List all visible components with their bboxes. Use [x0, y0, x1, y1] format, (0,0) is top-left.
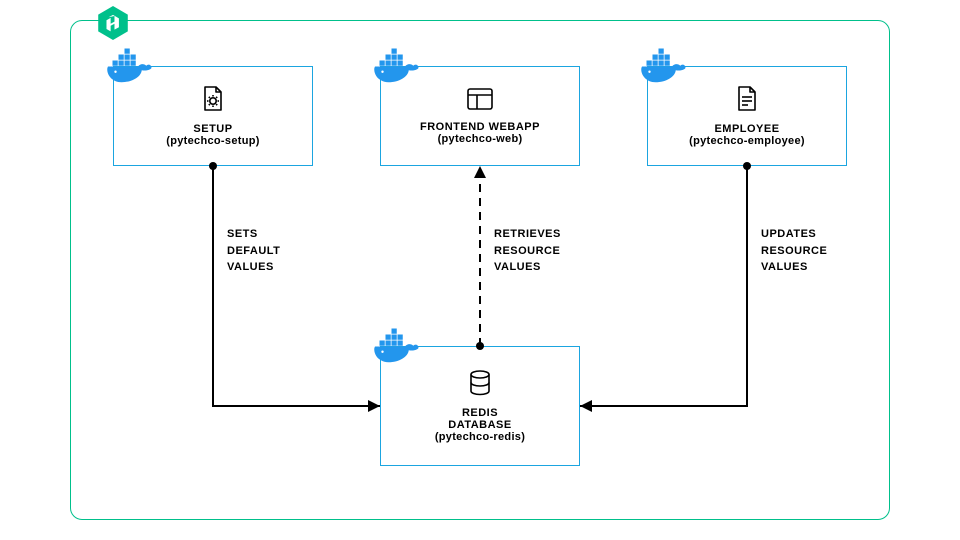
doc-lines-icon: [736, 86, 758, 117]
edge-label-retrieves: RETRIEVESRESOURCEVALUES: [494, 226, 561, 276]
docker-icon: [639, 46, 687, 89]
docker-icon: [372, 46, 420, 89]
database-icon: [469, 370, 491, 401]
node-setup-subtitle: (pytechco-setup): [166, 135, 259, 147]
node-employee-title: EMPLOYEE: [714, 123, 779, 135]
node-frontend-title: FRONTEND WEBAPP: [420, 121, 540, 133]
docker-icon: [105, 46, 153, 89]
edge-label-sets: SETSDEFAULTVALUES: [227, 226, 280, 276]
node-redis-title: REDIS: [462, 407, 498, 419]
doc-cog-icon: [202, 86, 224, 117]
node-employee-subtitle: (pytechco-employee): [689, 135, 805, 147]
edge-label-updates: UPDATESRESOURCEVALUES: [761, 226, 827, 276]
docker-icon: [372, 326, 420, 369]
diagram-stage: SETUP (pytechco-setup) FRONTEND WEBAPP (…: [0, 0, 960, 540]
node-frontend-subtitle: (pytechco-web): [438, 133, 523, 145]
nomad-icon: [98, 6, 124, 36]
window-icon: [467, 88, 493, 115]
node-setup-title: SETUP: [193, 123, 232, 135]
node-redis-title2: DATABASE: [448, 419, 511, 431]
node-redis-subtitle: (pytechco-redis): [435, 431, 525, 443]
